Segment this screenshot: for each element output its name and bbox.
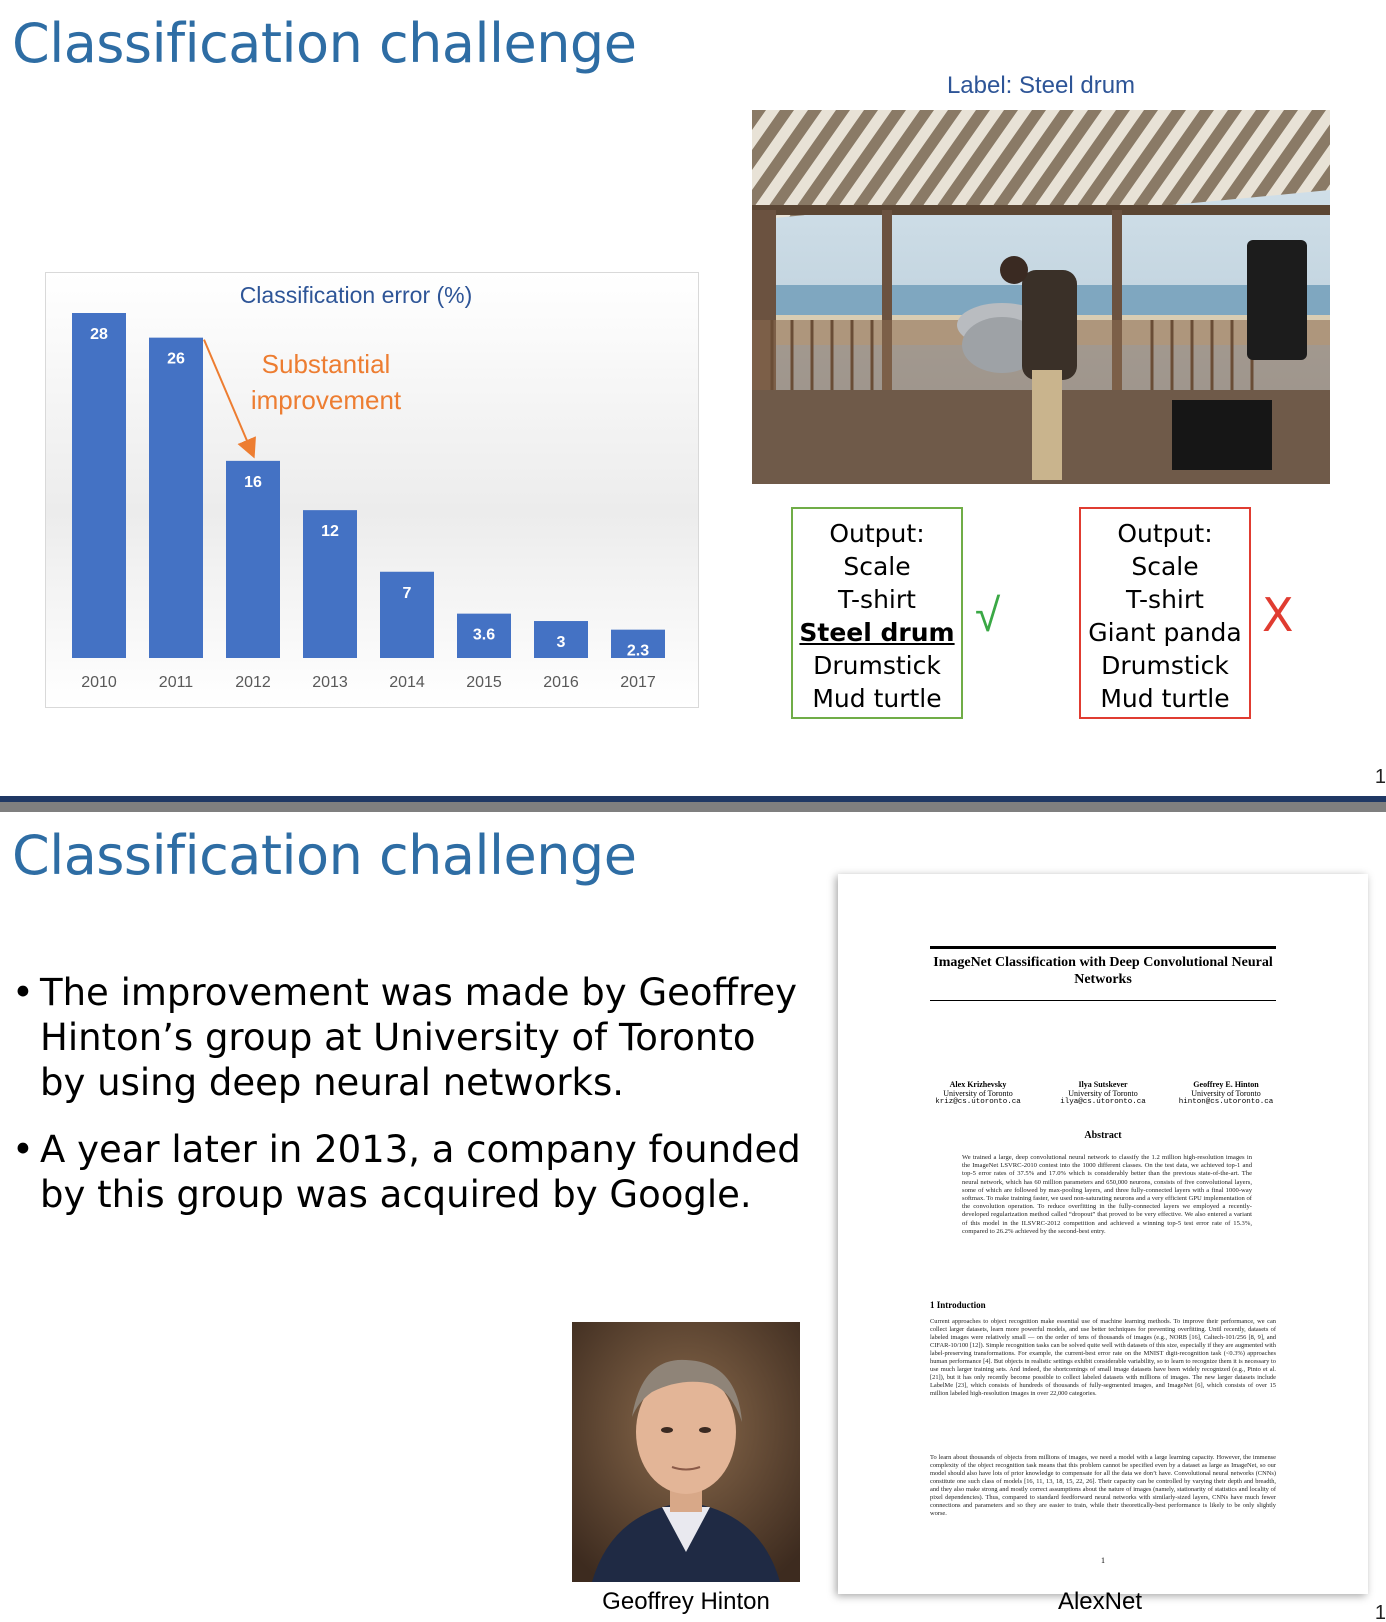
author-affiliation: University of Toronto xyxy=(1068,1089,1138,1098)
slide-title: Classification challenge xyxy=(12,12,637,75)
slide-divider xyxy=(0,796,1386,812)
bar-value-label: 7 xyxy=(403,585,412,602)
portrait-caption: Geoffrey Hinton xyxy=(602,1588,770,1615)
intro-heading: 1 Introduction xyxy=(930,1300,986,1310)
paper-page-number: 1 xyxy=(1101,1556,1105,1565)
author-email: kriz@cs.utoronto.ca xyxy=(935,1098,1021,1106)
slide-1: Classification challenge Classification … xyxy=(0,0,1386,796)
output-item: Drumstick xyxy=(1101,651,1229,680)
bullet-dot-icon: • xyxy=(12,1128,34,1171)
output-header: Output: xyxy=(829,519,925,548)
output-item: Scale xyxy=(1131,552,1199,581)
output-item: Drumstick xyxy=(813,651,941,680)
x-tick-label: 2016 xyxy=(543,674,579,691)
author-email: ilya@cs.utoronto.ca xyxy=(1060,1098,1146,1106)
output-item: Mud turtle xyxy=(1100,684,1230,713)
page-number: 1 xyxy=(1374,766,1386,788)
classification-error-chart: Classification error (%) 28 2010 26 2011 16 2… xyxy=(45,272,699,708)
output-wrong-box: Output: Scale T-shirt Giant panda Drumst… xyxy=(1079,507,1251,719)
intro-paragraph: Current approaches to object recognition… xyxy=(930,1318,1276,1397)
bar-2012 xyxy=(226,460,280,658)
bar-2014 xyxy=(380,571,434,658)
bar-value-label: 16 xyxy=(244,474,262,491)
author-name: Geoffrey E. Hinton xyxy=(1193,1080,1259,1089)
bar-2015 xyxy=(457,613,511,658)
check-mark-icon: √ xyxy=(975,589,1001,641)
intro-paragraph: To learn about thousands of objects from… xyxy=(930,1454,1276,1517)
bullet-dot-icon: • xyxy=(12,971,34,1014)
chart-title: Classification error (%) xyxy=(240,282,473,308)
output-item: Giant panda xyxy=(1088,618,1242,647)
x-tick-label: 2015 xyxy=(466,674,502,691)
paper-title: ImageNet Classification with Deep Convol… xyxy=(933,955,1273,987)
slide-title: Classification challenge xyxy=(12,824,637,887)
x-tick-label: 2017 xyxy=(620,674,656,691)
steel-drum-photo xyxy=(752,110,1330,484)
hinton-portrait xyxy=(572,1322,800,1582)
x-tick-label: 2011 xyxy=(159,674,194,691)
annotation-text: Substantial xyxy=(262,349,391,379)
bar-value-label: 28 xyxy=(90,326,108,343)
bar-2016 xyxy=(534,621,588,658)
paper-author: Geoffrey E. Hinton University of Toronto… xyxy=(1166,1080,1286,1107)
author-email: hinton@cs.utoronto.ca xyxy=(1178,1098,1274,1106)
bar-2017 xyxy=(611,629,665,658)
bar-2013 xyxy=(303,510,357,658)
output-item: Mud turtle xyxy=(812,684,942,713)
x-tick-label: 2013 xyxy=(312,674,348,691)
paper-author: Alex Krizhevsky University of Toronto kr… xyxy=(918,1080,1038,1107)
bullet-text: The improvement was made by Geoffrey Hin… xyxy=(40,971,798,1104)
bar-2010 xyxy=(72,313,126,658)
paper-caption: AlexNet xyxy=(1057,1588,1143,1615)
bar-2011 xyxy=(149,337,203,658)
output-correct-box: Output: Scale T-shirt Steel drum Drumsti… xyxy=(791,507,963,719)
bullet-text: A year later in 2013, a company founded … xyxy=(40,1128,801,1216)
annotation-text: improvement xyxy=(251,385,402,415)
x-tick-label: 2014 xyxy=(389,674,425,691)
bar-value-label: 3 xyxy=(557,634,566,651)
alexnet-paper-page: ImageNet Classification with Deep Convol… xyxy=(838,874,1368,1594)
author-name: Alex Krizhevsky xyxy=(949,1080,1007,1089)
bullet-list: • The improvement was made by Geoffrey H… xyxy=(12,970,812,1239)
output-item: T-shirt xyxy=(1126,585,1204,614)
output-item-correct: Steel drum xyxy=(799,618,955,647)
paper-title-rule xyxy=(930,1000,1276,1001)
page-number: 1 xyxy=(1374,1602,1386,1622)
photo-label: Label: Steel drum xyxy=(946,72,1136,99)
bar-value-label: 2.3 xyxy=(627,643,649,660)
slide-2: Classification challenge • The improveme… xyxy=(0,812,1386,1622)
paper-author: Ilya Sutskever University of Toronto ily… xyxy=(1043,1080,1163,1107)
abstract-heading: Abstract xyxy=(1084,1130,1122,1141)
x-tick-label: 2012 xyxy=(235,674,271,691)
bullet-item: • The improvement was made by Geoffrey H… xyxy=(12,970,812,1105)
x-tick-label: 2010 xyxy=(81,674,117,691)
output-item: Scale xyxy=(843,552,911,581)
bar-value-label: 3.6 xyxy=(473,627,495,644)
author-affiliation: University of Toronto xyxy=(1191,1089,1261,1098)
output-header: Output: xyxy=(1117,519,1213,548)
chart-svg: Classification error (%) 28 2010 26 2011 16 2… xyxy=(46,273,698,707)
output-item: T-shirt xyxy=(838,585,916,614)
bar-value-label: 12 xyxy=(321,523,339,540)
bar-value-label: 26 xyxy=(167,351,185,368)
author-name: Ilya Sutskever xyxy=(1078,1080,1128,1089)
abstract-text: We trained a large, deep convolutional n… xyxy=(962,1154,1252,1235)
cross-mark-icon: X xyxy=(1262,588,1294,642)
author-affiliation: University of Toronto xyxy=(943,1089,1013,1098)
paper-top-rule xyxy=(930,946,1276,949)
bullet-item: • A year later in 2013, a company founde… xyxy=(12,1127,812,1217)
annotation-arrow xyxy=(203,339,256,459)
